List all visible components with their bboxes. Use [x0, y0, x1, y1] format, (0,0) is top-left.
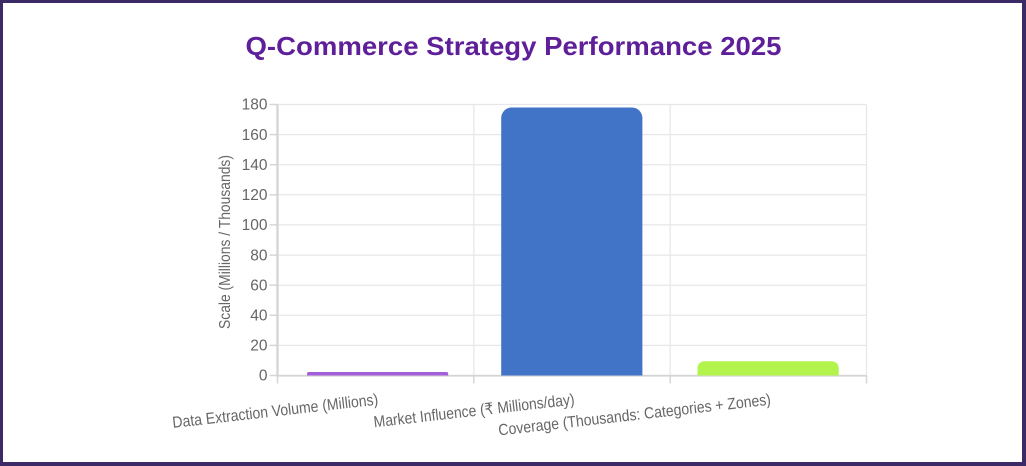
svg-text:20: 20: [250, 338, 268, 355]
svg-text:Data Extraction Volume (Millio: Data Extraction Volume (Millions): [172, 392, 380, 432]
svg-text:40: 40: [250, 308, 268, 325]
svg-text:Scale (Millions / Thousands): Scale (Millions / Thousands): [217, 155, 234, 329]
svg-text:120: 120: [242, 187, 268, 204]
svg-text:100: 100: [242, 217, 268, 234]
svg-text:Q-Commerce Strategy Performanc: Q-Commerce Strategy Performance 2025: [246, 31, 782, 61]
svg-text:140: 140: [242, 157, 268, 174]
svg-text:180: 180: [242, 97, 268, 114]
svg-text:80: 80: [250, 247, 268, 264]
svg-text:0: 0: [259, 368, 268, 385]
svg-text:60: 60: [250, 277, 268, 294]
svg-text:160: 160: [242, 127, 268, 144]
